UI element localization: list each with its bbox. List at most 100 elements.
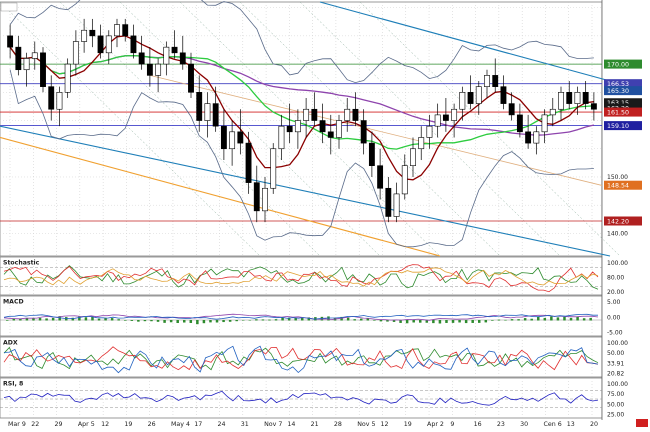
candle [344, 97, 351, 132]
x-tick-label: 19 [404, 421, 412, 428]
x-tick-label: 26 [148, 421, 156, 428]
x-tick-label: Mar 9 [8, 421, 26, 428]
macd-histogram-bar [373, 320, 376, 321]
macd-histogram-bar [543, 317, 547, 321]
macd-histogram-bar [451, 320, 455, 323]
price-tag-label: 163.15 [607, 100, 629, 107]
candle-body [319, 120, 326, 133]
candle-body [311, 108, 318, 121]
candle [7, 24, 14, 59]
candle [188, 52, 194, 98]
candle [146, 47, 153, 87]
candle [286, 103, 293, 144]
macd-histogram-bar [261, 319, 265, 321]
x-tick-label: Nov 5 [357, 421, 375, 428]
candle [64, 58, 71, 98]
x-tick-label: 9 [450, 421, 454, 428]
candle [262, 176, 268, 223]
panel-frame-3 [0, 336, 603, 378]
macd-histogram-bar [215, 320, 219, 323]
macd-histogram-bar [445, 320, 448, 323]
candle-body [253, 182, 260, 212]
macd-histogram-bar [366, 318, 370, 321]
macd-histogram-bar [248, 319, 252, 321]
candle [549, 97, 556, 127]
x-tick-label: 12 [101, 421, 109, 428]
y-tick-label: 140.00 [607, 230, 628, 237]
candle [130, 24, 137, 59]
macd-histogram-bar [124, 320, 127, 321]
macd-histogram-bar [143, 320, 147, 322]
candle-body [179, 52, 186, 65]
candle [508, 92, 515, 121]
indicator-title: Stochastic [3, 260, 40, 267]
macd-histogram-bar [58, 316, 61, 321]
price-tag-label: 166.53 [607, 81, 629, 88]
candle [89, 18, 96, 48]
price-tag-bg [604, 121, 642, 131]
candle [475, 81, 482, 115]
macd-histogram-bar [222, 320, 225, 323]
macd-histogram-bar [25, 317, 29, 321]
candle [336, 114, 342, 149]
macd-histogram-bar [12, 318, 16, 321]
indicator-tick-label: 75.00 [607, 391, 624, 398]
macd-histogram-bar [517, 319, 520, 321]
candle-body [278, 125, 285, 150]
candle-body [31, 52, 38, 59]
candle [467, 75, 474, 110]
macd-histogram-bar [307, 317, 311, 321]
candle-body [541, 114, 548, 133]
candle-body [23, 58, 30, 71]
candle [533, 126, 540, 155]
indicator-tick-label: 5.00 [607, 299, 621, 306]
candle [122, 18, 129, 42]
candle [410, 137, 416, 177]
macd-histogram-bar [183, 320, 186, 323]
indicator-title-bg [1, 297, 22, 305]
candle-body [418, 137, 425, 150]
candle [558, 86, 564, 121]
indicator-tick-label: 50.00 [607, 350, 624, 357]
tan-trend-line [149, 74, 603, 186]
candle-body [196, 92, 203, 121]
candle [294, 109, 301, 149]
candle [56, 86, 63, 127]
macd-histogram-bar [176, 320, 179, 324]
candle-body [7, 35, 14, 48]
indicator-tick-label: 20.00 [607, 289, 624, 296]
candle [418, 126, 425, 161]
candle-body [245, 142, 252, 183]
macd-histogram-bar [510, 319, 514, 321]
x-tick-label: Nov 7 [264, 421, 282, 428]
candle-body [270, 148, 277, 189]
candle [179, 35, 186, 70]
candle [229, 120, 236, 166]
candle [253, 165, 260, 223]
candle [426, 114, 433, 149]
macd-histogram-bar [556, 317, 560, 321]
macd-histogram-bar [425, 320, 429, 323]
rsi-line [3, 390, 599, 406]
lower-channel-line [0, 125, 611, 257]
x-tick-label: 22 [31, 421, 39, 428]
macd-histogram-bar [569, 317, 573, 321]
candle [23, 52, 30, 87]
candle [492, 58, 499, 93]
candle-body [105, 35, 112, 54]
macd-histogram-bar [478, 320, 481, 323]
indicator-tick-label: 80.00 [607, 274, 624, 281]
macd-histogram-bar [38, 318, 42, 321]
macd-histogram-bar [281, 317, 284, 321]
macd-histogram-bar [340, 316, 343, 321]
candle [245, 131, 252, 194]
candle-body [15, 46, 22, 71]
candle [278, 114, 285, 161]
candle-body [56, 92, 63, 110]
price-tag-label: 148.54 [607, 183, 629, 190]
logo-icon [636, 419, 648, 427]
adx-line-2 [3, 345, 599, 374]
macd-histogram-bar [255, 319, 258, 321]
macd-histogram-bar [163, 320, 166, 323]
